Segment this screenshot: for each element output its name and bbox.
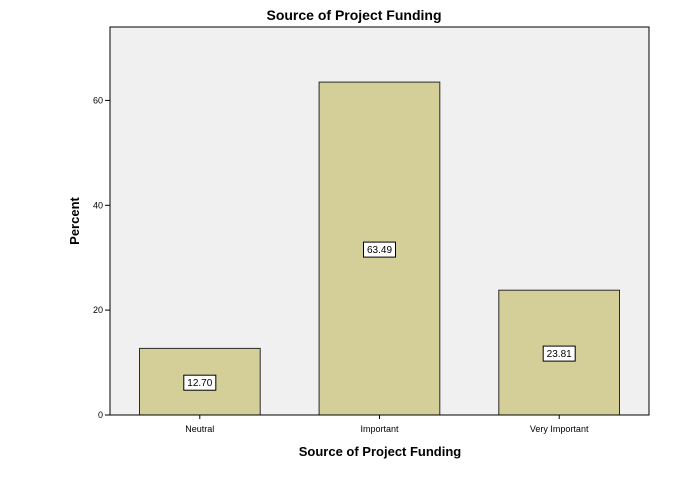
- data-label-text: 63.49: [367, 245, 392, 256]
- y-tick-label: 20: [93, 305, 103, 315]
- x-tick-label: Important: [360, 424, 399, 434]
- y-tick-label: 60: [93, 95, 103, 105]
- data-label: 12.70: [183, 374, 217, 391]
- data-label-box: [363, 241, 396, 258]
- y-axis-ticks: 0 20 40 60: [93, 95, 110, 420]
- data-label-box: [542, 345, 576, 362]
- x-tick-label: Neutral: [185, 424, 214, 434]
- x-axis-label: Source of Project Funding: [299, 444, 462, 459]
- x-tick-label: Very Important: [530, 424, 589, 434]
- data-label-box: [183, 374, 217, 391]
- y-tick-label: 0: [98, 410, 103, 420]
- data-labels-group: 12.70 63.49 23.81: [183, 241, 576, 391]
- y-tick-label: 40: [93, 200, 103, 210]
- chart-title: Source of Project Funding: [266, 7, 441, 23]
- data-label-text: 12.70: [187, 378, 212, 389]
- y-axis-label: Percent: [67, 196, 82, 244]
- data-label: 63.49: [363, 241, 396, 258]
- data-label-text: 23.81: [547, 349, 572, 360]
- x-axis-ticks: Neutral Important Very Important: [185, 415, 589, 434]
- data-label: 23.81: [542, 345, 576, 362]
